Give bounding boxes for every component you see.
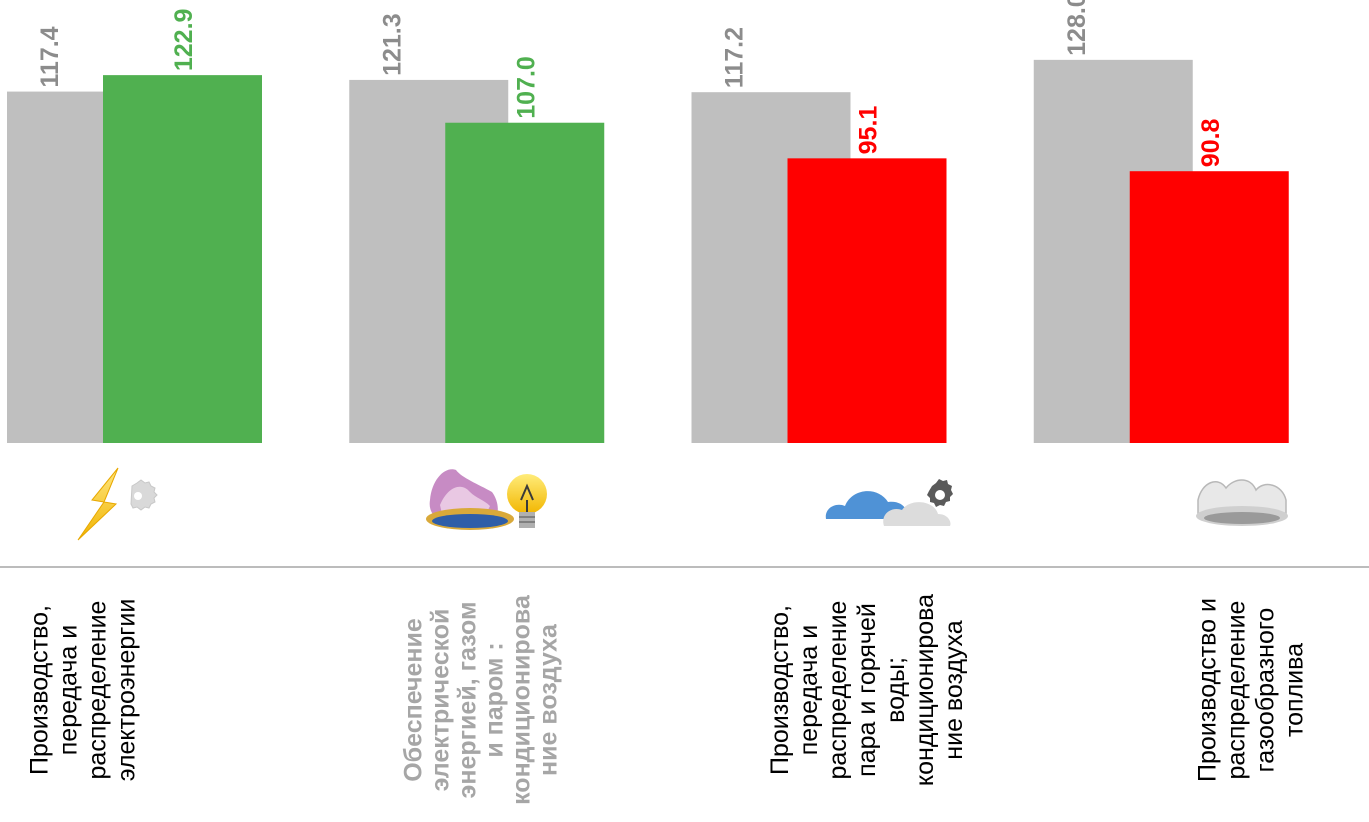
value-label-grey-4: 128.0 xyxy=(1063,0,1091,56)
category-label-line: Обеспечение xyxy=(400,618,428,782)
value-labels-group: 117.4 122.9 121.3 107.0 117.2 95.1 128.0 90.8 xyxy=(36,0,1225,167)
category-label-line: газообразного xyxy=(1252,608,1280,773)
value-label-colored-4: 90.8 xyxy=(1197,118,1225,167)
value-label-colored-2: 107.0 xyxy=(512,56,540,119)
category-label-line: воды; xyxy=(882,657,910,723)
category-label-line: энергией, газом xyxy=(454,602,482,799)
category-label-line: кондиционирова xyxy=(911,594,939,786)
category-label-2: Обеспечениеэлектрическойэнергией, газоми… xyxy=(400,594,563,805)
category-label-line: Производство и xyxy=(1194,598,1222,782)
category-label-line: распределение xyxy=(84,601,112,780)
cloud-gear-icon xyxy=(825,479,953,526)
bar-colored-4 xyxy=(1129,171,1289,444)
category-label-line: распределение xyxy=(1223,601,1251,780)
value-label-colored-3: 95.1 xyxy=(855,106,883,155)
value-label-grey-3: 117.2 xyxy=(721,27,749,88)
gas-burner-icon xyxy=(1196,479,1288,526)
category-label-3: Производство,передача ираспределениепара… xyxy=(766,594,968,786)
category-label-line: передача и xyxy=(795,625,823,755)
category-label-line: ние воздуха xyxy=(940,620,968,759)
category-label-line: и паром : xyxy=(481,642,509,757)
category-label-4: Производство ираспределениегазообразного… xyxy=(1194,598,1309,782)
bars-group xyxy=(7,59,1289,444)
bar-colored-2 xyxy=(445,122,605,444)
category-label-line: Производство, xyxy=(766,605,794,775)
category-label-line: электроэнергии xyxy=(113,599,141,782)
value-label-grey-2: 121.3 xyxy=(378,13,406,76)
category-label-line: топлива xyxy=(1281,643,1309,737)
category-label-1: Производство,передача ираспределениеэлек… xyxy=(26,599,141,782)
bar-colored-1 xyxy=(103,75,262,443)
lightning-gear-icon xyxy=(77,467,158,541)
category-label-line: ние воздуха xyxy=(535,623,563,776)
category-label-line: распределение xyxy=(824,601,852,780)
category-label-line: Производство, xyxy=(26,605,54,775)
category-label-line: передача и xyxy=(55,625,83,755)
category-labels-group: Производство,передача ираспределениеэлек… xyxy=(26,594,1309,805)
category-label-line: электрической xyxy=(427,609,455,792)
bar-colored-3 xyxy=(787,158,947,443)
gas-burner-lightbulb-icon xyxy=(426,469,547,530)
category-label-line: пара и горячей xyxy=(853,603,881,777)
category-label-line: кондиционирова xyxy=(508,594,536,805)
value-label-colored-1: 122.9 xyxy=(170,9,198,72)
value-label-grey-1: 117.4 xyxy=(36,26,64,87)
